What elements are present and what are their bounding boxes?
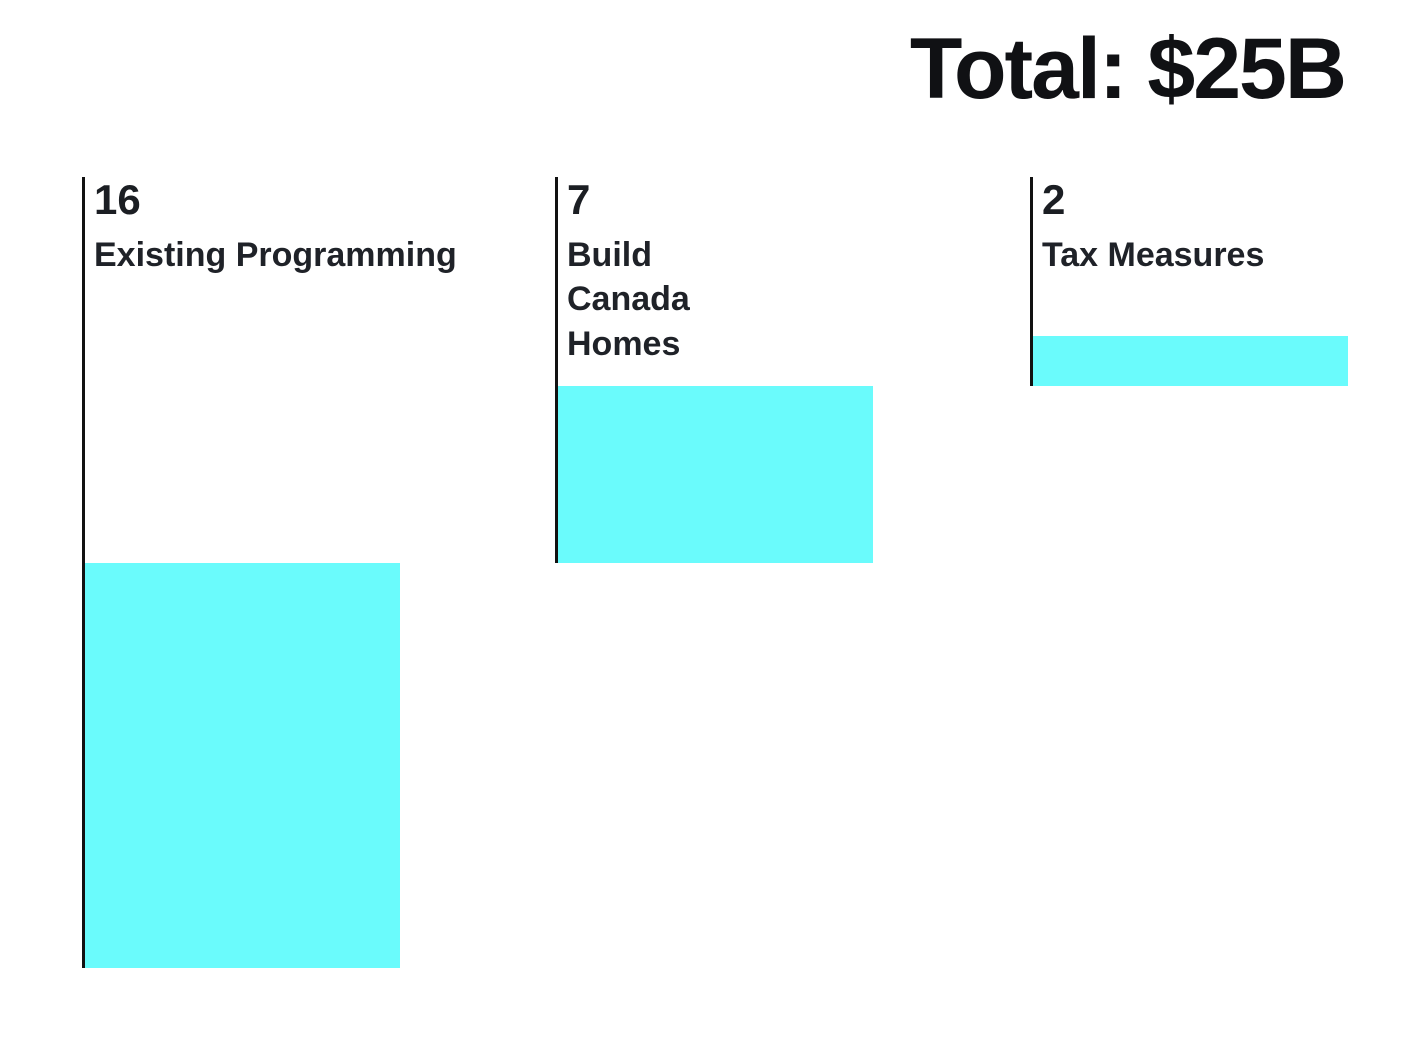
category-label: Tax Measures [1042, 236, 1265, 275]
category-label: Existing Programming [94, 236, 457, 275]
value-label: 2 [1042, 176, 1066, 223]
column-axis-line [82, 177, 85, 968]
bar-segment [558, 386, 873, 564]
value-label: 16 [94, 176, 141, 223]
bar-segment [85, 563, 400, 968]
column-axis-line [1030, 177, 1033, 387]
value-label: 7 [567, 176, 591, 223]
column-axis-line [555, 177, 558, 564]
chart-title: Total: $25B [909, 21, 1347, 117]
bar-segment [1033, 335, 1348, 387]
category-label: Build Canada Homes [567, 236, 690, 363]
